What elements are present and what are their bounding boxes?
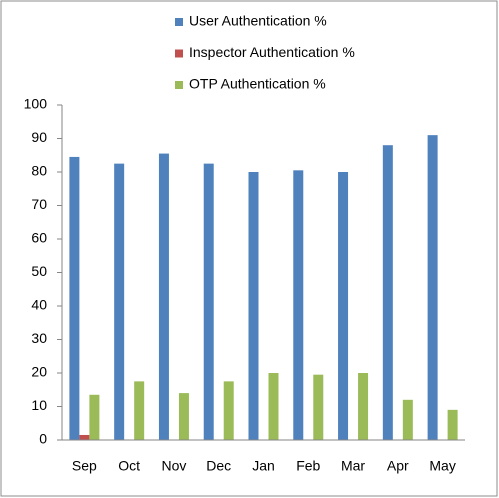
bar	[313, 374, 324, 440]
y-tick-label: 70	[31, 196, 47, 212]
legend-swatch	[175, 18, 183, 26]
bar	[158, 153, 169, 440]
bar	[69, 156, 80, 441]
y-tick-label: 80	[31, 163, 47, 179]
legend-swatch	[175, 81, 183, 89]
bar	[447, 409, 458, 440]
bar	[79, 434, 90, 440]
x-tick-label: Nov	[161, 458, 186, 474]
y-tick-label: 100	[24, 96, 48, 112]
legend-swatch	[175, 49, 183, 58]
bar	[427, 135, 438, 440]
bar	[223, 381, 234, 440]
bar	[293, 170, 304, 440]
bar	[268, 373, 279, 440]
bar	[89, 394, 100, 440]
x-tick-label: Oct	[118, 458, 140, 474]
y-tick-label: 20	[31, 364, 47, 380]
y-tick-label: 30	[31, 330, 47, 346]
bar	[248, 172, 259, 440]
bar	[203, 163, 214, 440]
y-tick-label: 60	[31, 230, 47, 246]
bar	[178, 393, 189, 440]
x-tick-label: Feb	[296, 458, 320, 474]
legend-label: Inspector Authentication %	[189, 44, 355, 60]
bar	[338, 172, 349, 440]
y-tick-label: 40	[31, 297, 47, 313]
x-tick-label: Jan	[252, 458, 275, 474]
legend-label: OTP Authentication %	[189, 76, 326, 92]
y-tick-label: 50	[31, 263, 47, 279]
y-tick-label: 0	[39, 431, 47, 447]
bar	[358, 373, 369, 440]
bar	[134, 381, 145, 440]
x-tick-label: May	[429, 458, 455, 474]
bar	[114, 163, 125, 440]
x-tick-label: Mar	[341, 458, 365, 474]
bar	[402, 399, 413, 440]
y-tick-label: 90	[31, 129, 47, 145]
bar	[382, 145, 393, 440]
legend-label: User Authentication %	[189, 13, 327, 29]
y-tick-label: 10	[31, 397, 47, 413]
x-tick-label: Dec	[206, 458, 231, 474]
x-tick-label: Apr	[387, 458, 409, 474]
x-tick-label: Sep	[72, 458, 97, 474]
